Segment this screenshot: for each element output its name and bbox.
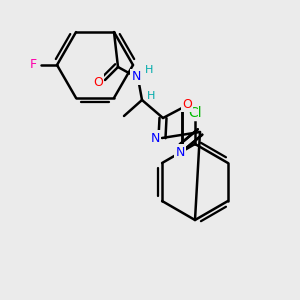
Text: O: O xyxy=(93,76,103,88)
Text: O: O xyxy=(182,98,192,110)
Text: H: H xyxy=(145,65,153,75)
Text: N: N xyxy=(131,70,141,83)
Text: F: F xyxy=(29,58,37,71)
Text: N: N xyxy=(150,131,160,145)
Text: H: H xyxy=(147,91,155,101)
Text: N: N xyxy=(175,146,185,158)
Text: Cl: Cl xyxy=(188,106,202,120)
